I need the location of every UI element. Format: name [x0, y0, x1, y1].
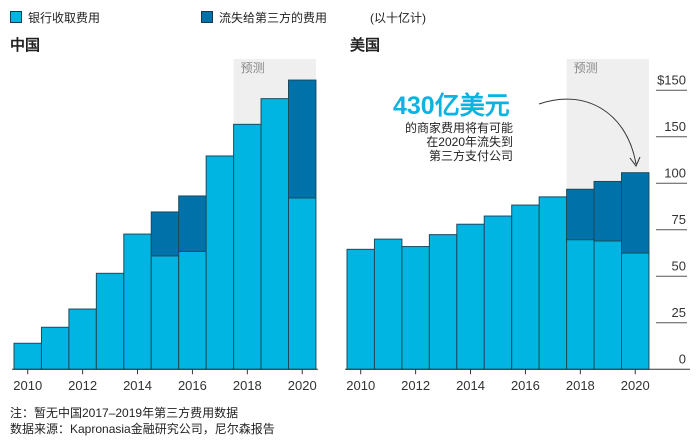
bar-bank-2014	[123, 233, 152, 370]
forecast-label: 预测	[241, 61, 265, 75]
bar-bank-2015	[483, 215, 513, 370]
x-tick-label: 2010	[13, 378, 42, 393]
bar-bank-2017	[205, 155, 235, 370]
bar-bank-2017	[538, 196, 568, 370]
bar-bank-2019	[260, 98, 289, 370]
us-title: 美国	[350, 37, 381, 54]
y-tick-label: 100	[664, 165, 686, 180]
annotation-line: 第三方支付公司	[428, 149, 513, 163]
bar-bank-2010	[346, 248, 375, 370]
arrowhead-icon	[629, 156, 641, 167]
x-tick-label: 2010	[346, 378, 375, 393]
bar-lost-2016	[178, 195, 207, 252]
x-tick-label: 2016	[178, 378, 207, 393]
x-tick-label: 2012	[401, 378, 430, 393]
footnote: 注：暂无中国2017–2019年第三方费用数据	[10, 406, 239, 420]
bar-bank-2012	[68, 308, 97, 370]
x-tick-label: 2018	[233, 378, 262, 393]
y-tick-label: 0	[679, 351, 686, 366]
y-tick-label: 75	[672, 212, 686, 227]
legend-item-bank: 银行收取费用	[10, 11, 100, 25]
legend-swatch-lost	[201, 11, 213, 23]
bar-bank-2013	[428, 234, 458, 370]
bar-bank-2013	[95, 272, 125, 370]
bar-bank-2018	[233, 123, 262, 370]
x-tick-label: 2020	[621, 378, 650, 393]
bar-bank-2011	[373, 238, 403, 370]
bar-bank-2012	[401, 246, 430, 370]
unit-label: (以十亿计)	[370, 11, 426, 25]
x-tick-label: 2014	[123, 378, 152, 393]
x-tick-label: 2018	[566, 378, 595, 393]
bar-lost-2015	[150, 211, 180, 257]
annotation-body: 的商家费用将有可能 在2020年流失到 第三方支付公司	[405, 121, 513, 163]
annotation-line: 在2020年流失到	[426, 135, 513, 149]
x-tick-label: 2014	[456, 378, 485, 393]
bar-bank-2019	[593, 240, 622, 370]
bar-bank-2016	[511, 204, 540, 370]
forecast-label: 预测	[574, 61, 598, 75]
legend-label-bank: 银行收取费用	[28, 11, 101, 25]
x-tick-label: 2016	[511, 378, 540, 393]
bar-bank-2015	[150, 255, 180, 370]
china-title: 中国	[10, 37, 41, 54]
annotation-line: 的商家费用将有可能	[404, 121, 513, 135]
x-tick-label: 2012	[68, 378, 97, 393]
bar-bank-2010	[13, 342, 42, 370]
bar-bank-2014	[456, 223, 485, 370]
legend-item-lost: 流失给第三方的费用	[201, 11, 327, 25]
y-tick-label: 50	[672, 258, 686, 273]
legend-swatch-bank	[10, 11, 22, 23]
bar-lost-2019	[593, 180, 622, 242]
legend-label-lost: 流失给第三方的费用	[219, 11, 328, 25]
source-note: 数据来源：Kapronasia金融研究公司，尼尔森报告	[10, 422, 275, 436]
bar-bank-2018	[566, 239, 595, 370]
annotation-arrow	[538, 98, 637, 165]
bar-bank-2016	[178, 250, 207, 370]
bar-bank-2020	[621, 252, 650, 370]
y-tick-label: 150	[664, 119, 686, 134]
bar-lost-2018	[566, 188, 595, 241]
bar-bank-2020	[288, 197, 317, 370]
y-tick-label: $150	[657, 72, 686, 87]
bar-lost-2020	[621, 172, 650, 254]
x-tick-label: 2020	[288, 378, 317, 393]
bar-lost-2020	[288, 79, 317, 199]
annotation-headline: 430亿美元	[393, 92, 510, 120]
y-tick-label: 25	[672, 305, 686, 320]
bar-bank-2011	[40, 326, 70, 370]
